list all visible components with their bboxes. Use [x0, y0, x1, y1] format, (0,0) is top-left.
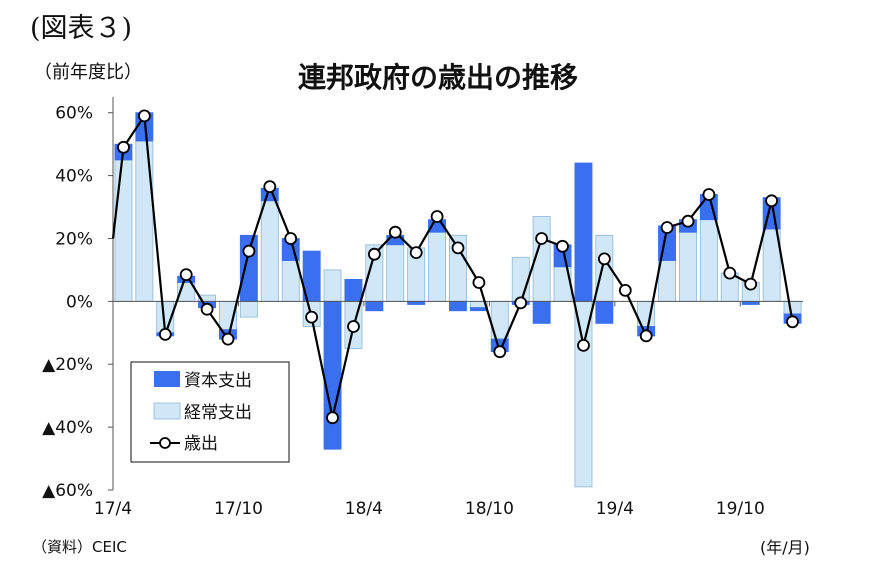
total-expenditure-point — [200, 302, 214, 316]
current-expenditure-bar — [239, 300, 258, 318]
source-note: （資料）CEIC — [32, 538, 127, 556]
total-expenditure-point — [493, 345, 507, 359]
total-expenditure-point — [535, 232, 548, 245]
total-expenditure-point — [263, 180, 277, 194]
total-expenditure-point — [556, 239, 569, 253]
axes — [108, 97, 803, 491]
total-expenditure-point — [409, 246, 423, 260]
legend-swatch-capital — [154, 371, 180, 387]
figure-label: (図表３) — [30, 13, 133, 44]
y-tick-labels: 60% 40% 20% 0% ▲20% ▲40% ▲60% — [42, 104, 93, 501]
legend-swatch-marker — [159, 437, 171, 449]
capital-expenditure-bars — [114, 112, 802, 450]
current-expenditure-bar — [281, 260, 300, 302]
y-unit-label: （前年度比） — [34, 62, 142, 83]
capital-expenditure-bar — [448, 300, 467, 312]
capital-expenditure-bar — [595, 300, 614, 324]
current-expenditure-bar — [260, 200, 279, 302]
current-expenditure-bar — [511, 256, 530, 302]
legend-label-total: 歳出 — [184, 434, 218, 454]
current-expenditure-bar — [323, 269, 342, 302]
total-expenditure-point — [598, 252, 611, 266]
total-expenditure-point — [284, 232, 298, 245]
chart-title: 連邦政府の歳出の推移 — [297, 61, 578, 94]
x-unit-label: (年/月) — [760, 538, 810, 557]
y-tick-label: 0% — [66, 292, 93, 312]
total-expenditure-point — [765, 194, 778, 208]
current-expenditure-bar — [135, 140, 154, 302]
total-expenditure-point — [347, 320, 360, 333]
capital-expenditure-bar — [574, 162, 593, 302]
total-expenditure-point — [577, 338, 590, 352]
legend-label-current: 経常支出 — [184, 403, 252, 423]
x-tick-label: 19/4 — [596, 499, 634, 519]
legend-label-capital: 資本支出 — [184, 371, 252, 391]
total-expenditure-point — [660, 221, 674, 234]
total-expenditure-point — [326, 411, 339, 425]
current-expenditure-bar — [658, 260, 677, 302]
total-expenditure-point — [137, 109, 151, 123]
total-expenditure-point — [242, 244, 256, 258]
x-tick-label: 19/10 — [716, 499, 765, 519]
x-tick-label: 18/4 — [345, 499, 383, 519]
total-expenditure-point — [681, 214, 695, 228]
current-expenditure-bar — [699, 219, 718, 302]
capital-expenditure-bar — [469, 307, 488, 312]
current-expenditure-bar — [386, 244, 405, 302]
capital-expenditure-bar — [532, 300, 551, 324]
x-tick-labels: 17/4 17/10 18/4 18/10 19/4 19/10 — [94, 499, 765, 519]
total-expenditure-point — [702, 188, 716, 201]
y-tick-label: ▲20% — [42, 355, 93, 375]
total-expenditure-point — [117, 140, 130, 154]
total-expenditure-point — [451, 241, 465, 255]
x-tick-label: 17/10 — [214, 499, 263, 519]
total-expenditure-point — [158, 327, 172, 341]
total-expenditure-point — [744, 277, 758, 291]
total-expenditure-path — [111, 112, 794, 418]
total-expenditure-point — [618, 283, 632, 297]
capital-expenditure-bar — [407, 300, 426, 305]
y-tick-label: 40% — [55, 167, 93, 187]
total-expenditure-point — [179, 268, 193, 282]
capital-expenditure-bar — [741, 300, 760, 305]
total-expenditure-point — [388, 225, 402, 239]
legend-swatch-current — [153, 402, 181, 420]
current-expenditure-bar — [428, 231, 447, 302]
x-tick-label: 17/4 — [94, 499, 132, 519]
total-expenditure-point — [639, 329, 653, 343]
total-expenditure-point — [367, 247, 381, 261]
y-tick-label: ▲60% — [42, 481, 93, 501]
total-expenditure-point — [723, 266, 737, 280]
total-expenditure-point — [221, 332, 235, 346]
current-expenditure-bar — [114, 159, 133, 302]
total-expenditure-point — [786, 315, 799, 329]
y-tick-label: 60% — [55, 104, 93, 124]
current-expenditure-bar — [574, 300, 593, 488]
current-expenditure-bar — [679, 231, 697, 302]
total-expenditure-point — [514, 296, 528, 310]
y-tick-label: 20% — [55, 229, 93, 249]
total-expenditure-point — [430, 210, 444, 223]
total-expenditure-point — [472, 276, 486, 289]
x-tick-label: 18/10 — [465, 499, 514, 519]
total-expenditure-line — [111, 109, 799, 425]
y-tick-label: ▲40% — [42, 418, 93, 438]
total-expenditure-point — [305, 310, 319, 324]
capital-expenditure-bar — [344, 278, 363, 302]
capital-expenditure-bar — [365, 300, 384, 312]
capital-expenditure-bar — [323, 300, 342, 450]
current-expenditure-bar — [783, 300, 802, 315]
